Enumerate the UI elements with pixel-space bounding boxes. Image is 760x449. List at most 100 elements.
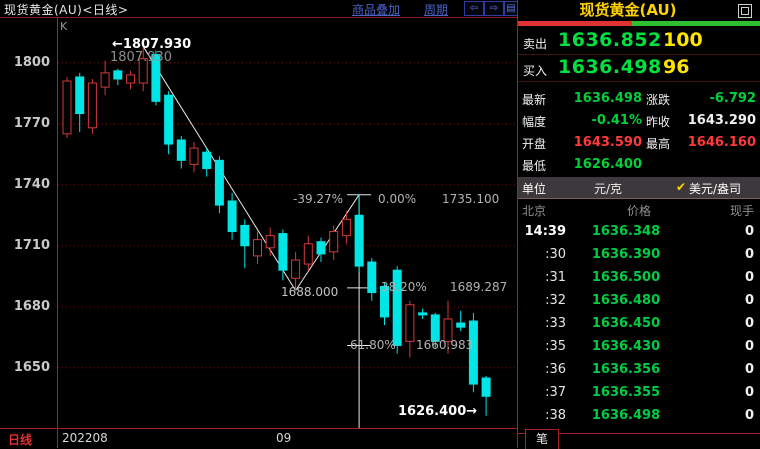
- range-prevclose-row: 幅度 -0.41% 昨收 1643.290: [518, 110, 760, 132]
- open-value: 1643.590: [573, 135, 642, 150]
- arrow-left-icon: ←: [112, 37, 123, 52]
- tick-volume: 0: [744, 293, 754, 308]
- high-label: 最高: [646, 137, 671, 151]
- latest-label: 最新: [522, 93, 547, 107]
- tick-time: :32: [545, 293, 566, 308]
- tick-volume: 0: [744, 270, 754, 285]
- buy-sell-strength-bar: [518, 21, 760, 26]
- buy-volume: 96: [663, 56, 690, 78]
- fib-382-price-label: 1689.287: [450, 280, 508, 294]
- quote-title: 现货黄金(AU): [579, 1, 677, 19]
- fib-0-pct-label: 0.00%: [378, 192, 417, 206]
- candle: [138, 58, 148, 84]
- next-chart-icon[interactable]: ⇨: [484, 1, 504, 16]
- candle: [405, 304, 415, 342]
- tab-bar-line-right: [558, 433, 760, 434]
- tick-row: :36 1636.356 0: [518, 358, 760, 381]
- change-value: -6.792: [709, 91, 756, 106]
- y-axis-tick: 1800: [13, 54, 50, 70]
- candle: [75, 76, 85, 115]
- tick-row: 14:39 1636.348 0: [518, 220, 760, 243]
- candle: [329, 231, 339, 253]
- fib-618-price-label: 1660.983: [416, 338, 474, 352]
- tick-time: :30: [545, 247, 566, 262]
- x-axis-bar: 日线 202208 09: [0, 429, 517, 448]
- candle: [456, 322, 466, 328]
- candle: [240, 224, 250, 247]
- tick-table: 14:39 1636.348 0:30 1636.390 0:31 1636.500 0:3…: [518, 220, 760, 427]
- tick-row: :32 1636.480 0: [518, 289, 760, 312]
- tick-price: 1636.480: [591, 293, 661, 308]
- chart-title: 现货黄金(AU)<日线>: [4, 3, 129, 17]
- candle: [316, 241, 326, 255]
- tick-row: :37 1636.355 0: [518, 381, 760, 404]
- buy-label: 买入: [523, 64, 548, 78]
- y-axis-line: [57, 18, 58, 448]
- range-value: -0.41%: [591, 113, 643, 128]
- tick-header-volume: 现手: [729, 204, 754, 218]
- candle: [126, 74, 135, 84]
- overlay-link[interactable]: 商品叠加: [352, 3, 401, 17]
- y-axis-tick: 1770: [13, 115, 50, 131]
- tick-volume: 0: [744, 247, 754, 262]
- tick-price: 1636.450: [591, 316, 661, 331]
- prev-close-value: 1643.290: [687, 113, 756, 128]
- buy-price: 1636.498: [558, 56, 662, 78]
- candle: [367, 261, 377, 294]
- tick-price: 1636.430: [591, 339, 661, 354]
- tick-time: 14:39: [524, 224, 566, 239]
- candle: [214, 159, 224, 206]
- tick-time: :37: [545, 385, 566, 400]
- maximize-icon[interactable]: [738, 4, 752, 18]
- unit-selector-row[interactable]: 单位 元/克 ✔ 美元/盎司: [518, 177, 760, 199]
- tick-time: :33: [545, 316, 566, 331]
- tick-time: :38: [545, 408, 566, 423]
- tick-row: :31 1636.500 0: [518, 266, 760, 289]
- period-link[interactable]: 周期: [424, 3, 449, 17]
- open-high-row: 开盘 1643.590 最高 1646.160: [518, 132, 760, 154]
- candle: [265, 235, 275, 249]
- tick-volume: 0: [744, 362, 754, 377]
- y-axis-tick: 1740: [13, 176, 50, 192]
- tick-price: 1636.355: [591, 385, 661, 400]
- candle: [202, 151, 212, 169]
- candlestick-chart[interactable]: [0, 18, 517, 428]
- tick-price: 1636.348: [591, 224, 661, 239]
- candle: [62, 80, 72, 135]
- latest-value: 1636.498: [573, 91, 642, 106]
- y-axis-tick: 1710: [13, 237, 50, 253]
- fib-0-price-label: 1735.100: [442, 192, 500, 206]
- candle: [481, 377, 491, 397]
- tab-bar-line-left: [517, 433, 525, 434]
- candle: [87, 82, 97, 129]
- candle: [354, 214, 364, 267]
- unit-cny-option[interactable]: 元/克: [594, 182, 623, 196]
- candle: [113, 70, 123, 80]
- latest-change-row: 最新 1636.498 涨跌 -6.792: [518, 88, 760, 110]
- candle: [291, 259, 301, 279]
- x-axis-start-label: 202208: [62, 431, 108, 445]
- tick-volume: 0: [744, 385, 754, 400]
- candle: [164, 94, 174, 145]
- candlestick-chart-region[interactable]: K 1800 1770 1740 1710 1680 1650 ←1807.930 180…: [0, 18, 517, 428]
- sell-strength-segment: [518, 21, 632, 26]
- high-price-annotation-gray: 1807.930: [110, 50, 173, 65]
- swing-low-label: 1688.000: [281, 285, 339, 299]
- fib-minus-label: -39.27%: [293, 192, 344, 206]
- sell-price: 1636.852: [558, 29, 662, 51]
- chart-header-bar: 现货黄金(AU)<日线> 商品叠加 周期 ⇦ ⇨ ▤: [0, 0, 518, 18]
- candle: [468, 320, 478, 385]
- prev-chart-icon[interactable]: ⇦: [464, 1, 484, 16]
- tick-row: :33 1636.450 0: [518, 312, 760, 335]
- fib-618-pct-label: 61.80%: [350, 338, 396, 352]
- split-window-icon[interactable]: ▤: [504, 1, 518, 16]
- y-axis-tick: 1650: [13, 359, 50, 375]
- high-price-annotation: ←1807.930: [112, 37, 192, 52]
- tab-ticks[interactable]: 笔: [525, 429, 559, 449]
- tick-price: 1636.390: [591, 247, 661, 262]
- unit-usd-option[interactable]: 美元/盎司: [689, 182, 742, 196]
- tick-volume: 0: [744, 408, 754, 423]
- candle: [341, 218, 351, 237]
- tick-volume: 0: [744, 224, 754, 239]
- tick-row: :30 1636.390 0: [518, 243, 760, 266]
